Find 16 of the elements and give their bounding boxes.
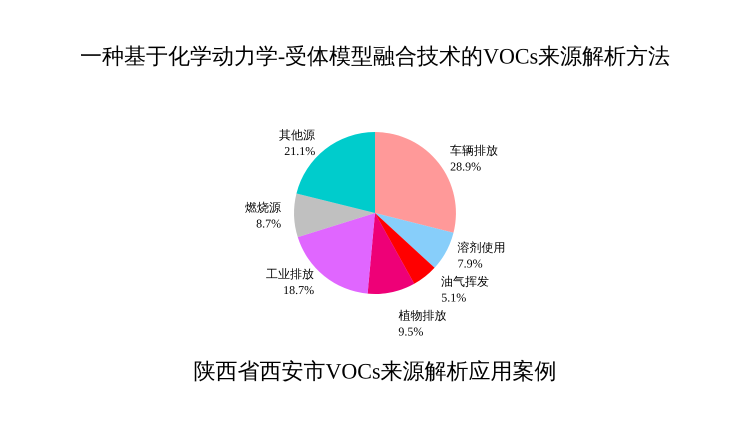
- slice-label: 车辆排放: [450, 143, 498, 158]
- slice-label: 工业排放: [266, 267, 314, 282]
- data-label: 8.7%: [256, 216, 282, 231]
- data-label: 5.1%: [441, 290, 466, 304]
- slice-label: 其他源: [279, 128, 316, 142]
- slice-label: 溶剂使用: [458, 240, 506, 254]
- text: 陕西省西安市VOCs来源解析应用案例: [193, 358, 557, 384]
- data-label: 28.9%: [450, 159, 482, 174]
- data-label: 21.1%: [284, 144, 316, 158]
- data-label: 7.9%: [458, 256, 483, 270]
- data-label: 9.5%: [398, 324, 424, 338]
- slice-label: 油气挥发: [441, 274, 490, 288]
- data-label: 18.7%: [283, 283, 314, 298]
- slice-label: 植物排放: [398, 308, 446, 322]
- slice-label: 燃烧源: [245, 200, 282, 215]
- chart-title: 一种基于化学动力学-受体模型融合技术的VOCs来源解析方法: [80, 44, 670, 68]
